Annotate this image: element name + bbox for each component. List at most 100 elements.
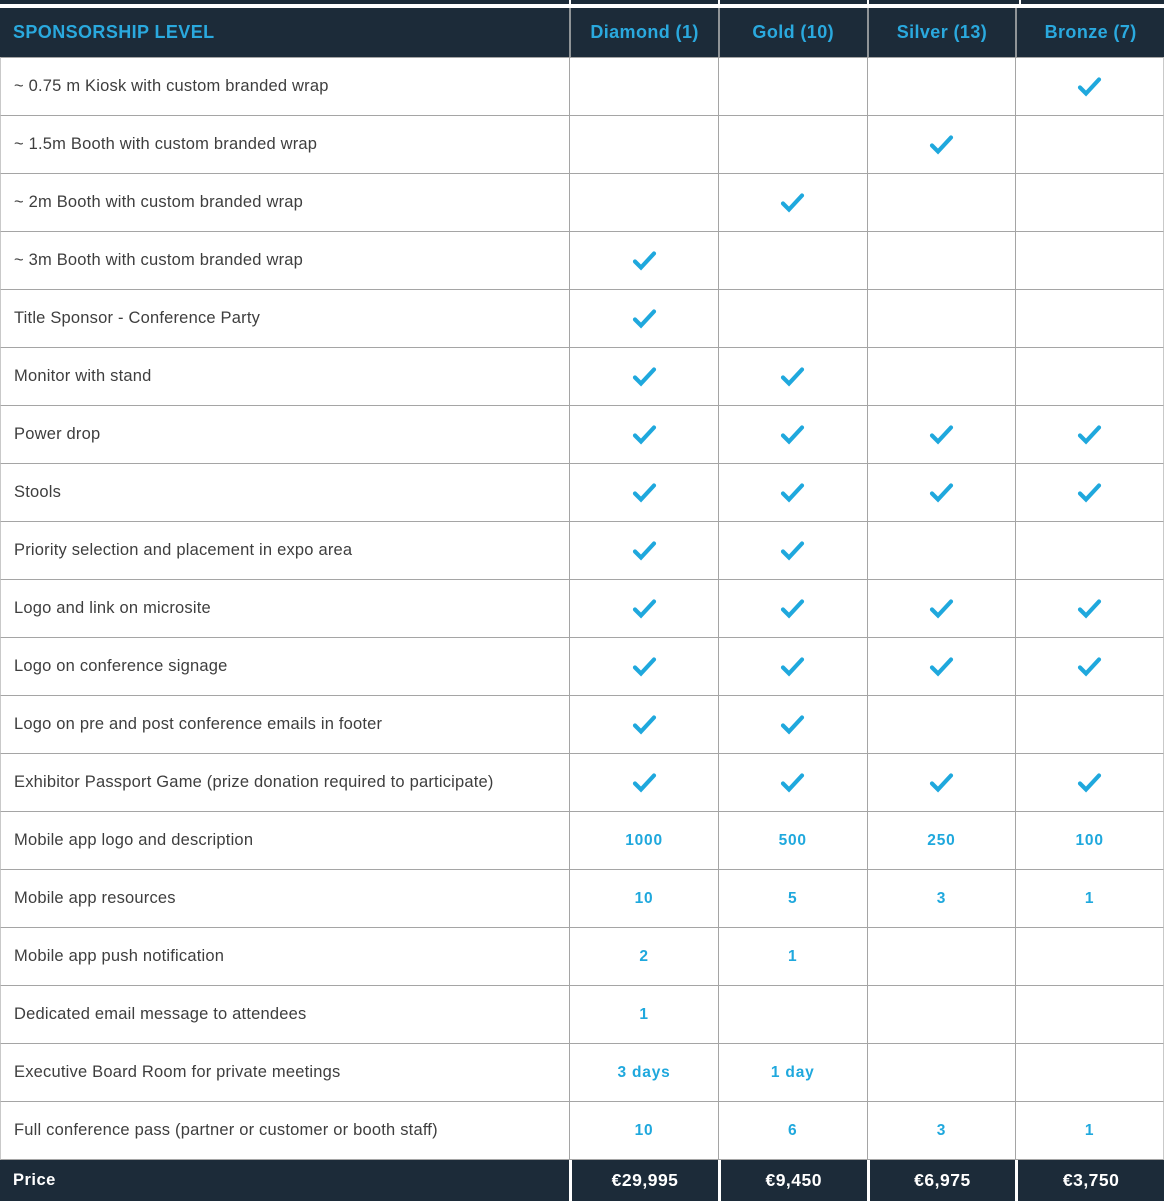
check-icon bbox=[717, 174, 867, 232]
value-cell: 3 bbox=[866, 1102, 1016, 1160]
empty-cell bbox=[1015, 696, 1164, 754]
value-cell: 250 bbox=[866, 812, 1016, 870]
strip-gap bbox=[717, 0, 720, 4]
value-text: 1 bbox=[639, 1006, 649, 1024]
check-icon bbox=[569, 232, 718, 290]
check-icon bbox=[717, 754, 867, 812]
check-icon bbox=[569, 638, 718, 696]
check-icon bbox=[717, 348, 867, 406]
table-row: Full conference pass (partner or custome… bbox=[0, 1102, 1164, 1160]
table-row: Logo and link on microsite bbox=[0, 580, 1164, 638]
value-text: 1 bbox=[1084, 890, 1095, 908]
table-row: Executive Board Room for private meeting… bbox=[0, 1044, 1164, 1102]
check-icon bbox=[866, 580, 1016, 638]
table-row: ~ 2m Booth with custom branded wrap bbox=[0, 174, 1164, 232]
empty-cell bbox=[1015, 348, 1164, 406]
cropped-strip-segment bbox=[868, 0, 1019, 4]
cropped-strip-segment bbox=[719, 0, 867, 4]
value-text: 3 bbox=[936, 1122, 947, 1140]
table-row: Exhibitor Passport Game (prize donation … bbox=[0, 754, 1164, 812]
price-value: €29,995 bbox=[569, 1160, 718, 1201]
value-cell: 3 days bbox=[569, 1044, 718, 1102]
value-cell: 1 day bbox=[717, 1044, 867, 1102]
check-icon bbox=[866, 116, 1016, 174]
table-row: Logo on pre and post conference emails i… bbox=[0, 696, 1164, 754]
check-icon bbox=[717, 696, 867, 754]
strip-gap bbox=[1018, 0, 1021, 4]
value-cell: 2 bbox=[569, 928, 718, 986]
check-icon bbox=[1015, 638, 1164, 696]
check-icon bbox=[569, 406, 718, 464]
price-label: Price bbox=[0, 1160, 570, 1201]
check-icon bbox=[1015, 580, 1164, 638]
value-text: 10 bbox=[634, 1122, 654, 1140]
check-icon bbox=[717, 580, 867, 638]
strip-gap bbox=[569, 0, 572, 4]
check-icon bbox=[1015, 464, 1164, 522]
feature-cell: Stools bbox=[0, 464, 570, 522]
empty-cell bbox=[717, 232, 867, 290]
feature-cell: Logo on pre and post conference emails i… bbox=[0, 696, 570, 754]
table-row: Mobile app push notification 2 1 bbox=[0, 928, 1164, 986]
empty-cell bbox=[1015, 928, 1164, 986]
check-icon bbox=[569, 696, 718, 754]
feature-cell: Mobile app logo and description bbox=[0, 812, 570, 870]
value-text: 500 bbox=[778, 832, 807, 850]
empty-cell bbox=[717, 290, 867, 348]
empty-cell bbox=[866, 696, 1016, 754]
table-row: Dedicated email message to attendees 1 bbox=[0, 986, 1164, 1044]
empty-cell bbox=[717, 116, 867, 174]
cropped-row-strip bbox=[0, 0, 1164, 4]
check-icon bbox=[569, 464, 718, 522]
feature-cell: Monitor with stand bbox=[0, 348, 570, 406]
empty-cell bbox=[569, 57, 718, 116]
check-icon bbox=[866, 406, 1016, 464]
value-cell: 1 bbox=[1015, 870, 1164, 928]
feature-cell: Mobile app resources bbox=[0, 870, 570, 928]
empty-cell bbox=[866, 57, 1016, 116]
table-row: Priority selection and placement in expo… bbox=[0, 522, 1164, 580]
empty-cell bbox=[717, 986, 867, 1044]
empty-cell bbox=[866, 928, 1016, 986]
check-icon bbox=[569, 754, 718, 812]
value-cell: 6 bbox=[717, 1102, 867, 1160]
check-icon bbox=[717, 638, 867, 696]
strip-gap bbox=[866, 0, 869, 4]
check-icon bbox=[717, 464, 867, 522]
table-row: ~ 3m Booth with custom branded wrap bbox=[0, 232, 1164, 290]
value-cell: 500 bbox=[717, 812, 867, 870]
cropped-strip-segment bbox=[1020, 0, 1164, 4]
feature-cell: Exhibitor Passport Game (prize donation … bbox=[0, 754, 570, 812]
empty-cell bbox=[1015, 522, 1164, 580]
header-row: SPONSORSHIP LEVEL Diamond (1) Gold (10) Si… bbox=[0, 8, 1164, 57]
check-icon bbox=[569, 290, 718, 348]
empty-cell bbox=[1015, 232, 1164, 290]
empty-cell bbox=[866, 986, 1016, 1044]
value-cell: 1 bbox=[717, 928, 867, 986]
value-cell: 10 bbox=[569, 870, 718, 928]
table-row: Power drop bbox=[0, 406, 1164, 464]
check-icon bbox=[717, 522, 867, 580]
feature-cell: ~ 1.5m Booth with custom branded wrap bbox=[0, 116, 570, 174]
empty-cell bbox=[866, 290, 1016, 348]
value-text: 1 day bbox=[770, 1064, 815, 1082]
check-icon bbox=[717, 406, 867, 464]
feature-cell: Logo and link on microsite bbox=[0, 580, 570, 638]
header-tier-bronze: Bronze (7) bbox=[1015, 8, 1164, 57]
table-row: Mobile app logo and description 1000 500 25… bbox=[0, 812, 1164, 870]
check-icon bbox=[866, 464, 1016, 522]
check-icon bbox=[569, 580, 718, 638]
empty-cell bbox=[866, 174, 1016, 232]
check-icon bbox=[1015, 406, 1164, 464]
header-tier-gold: Gold (10) bbox=[717, 8, 867, 57]
check-icon bbox=[866, 754, 1016, 812]
cropped-strip-segment bbox=[0, 0, 570, 4]
value-text: 100 bbox=[1075, 832, 1104, 850]
empty-cell bbox=[866, 1044, 1016, 1102]
empty-cell bbox=[569, 174, 718, 232]
check-icon bbox=[1015, 754, 1164, 812]
table-row: Title Sponsor - Conference Party bbox=[0, 290, 1164, 348]
table-row: Stools bbox=[0, 464, 1164, 522]
value-text: 1 bbox=[1084, 1122, 1095, 1140]
